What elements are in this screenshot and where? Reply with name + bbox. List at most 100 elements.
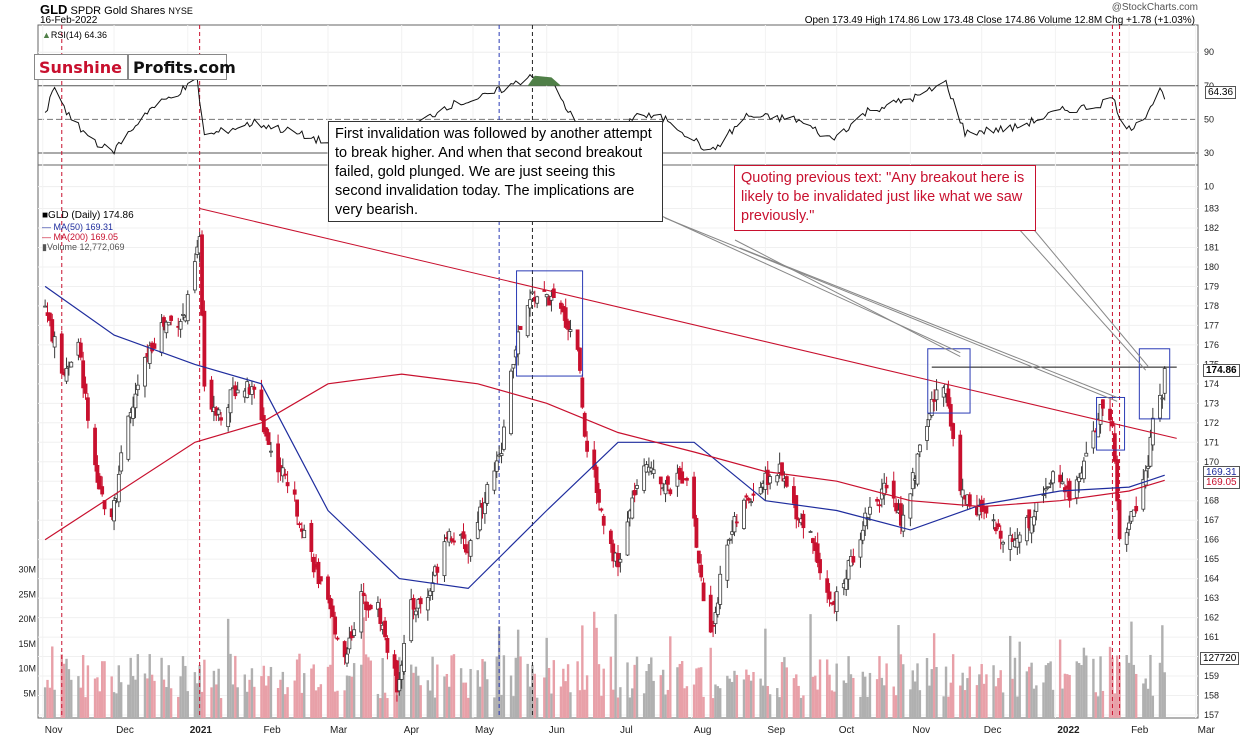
volume-bar: [552, 660, 556, 718]
candle-body: [259, 389, 264, 421]
security-name: SPDR Gold Shares: [70, 5, 166, 17]
candle-body: [725, 544, 730, 581]
candle-body: [708, 594, 713, 633]
volume-tick-label: 20M: [18, 614, 36, 624]
candle-body: [998, 530, 1003, 539]
candle-body: [43, 305, 48, 308]
candle-body: [112, 500, 116, 522]
volume-bar: [352, 663, 356, 718]
volume-bar: [148, 654, 151, 718]
volume-bar: [146, 678, 149, 718]
candle-body: [414, 610, 418, 616]
volume-bar: [448, 686, 451, 718]
volume-bar: [616, 697, 620, 718]
candle-body: [925, 426, 929, 441]
candle-body: [135, 384, 140, 391]
volume-bar: [312, 664, 315, 718]
volume-bar: [112, 692, 116, 718]
volume-bar: [219, 698, 223, 718]
volume-bar: [1077, 662, 1081, 718]
volume-bar: [360, 664, 363, 718]
volume-bar: [1158, 662, 1162, 718]
candle-body: [86, 397, 90, 421]
candle-body: [858, 539, 863, 558]
candle-body: [758, 487, 763, 495]
volume-bar: [528, 686, 532, 718]
candle-body: [333, 616, 338, 635]
volume-bar: [383, 692, 387, 718]
candle-body: [159, 322, 164, 353]
candle-body: [482, 502, 487, 515]
volume-bar: [602, 668, 605, 718]
volume-bar: [735, 674, 739, 718]
x-tick-label: Oct: [839, 725, 855, 736]
volume-bar: [250, 668, 254, 718]
volume-bar: [1047, 663, 1050, 718]
candle-body: [276, 443, 280, 473]
candle-body: [100, 486, 105, 495]
volume-bar: [336, 690, 339, 718]
volume-bar: [550, 693, 553, 718]
candle-body: [492, 470, 497, 491]
candle-body: [428, 590, 433, 596]
candle-body: [811, 538, 815, 544]
highlight-box: [1096, 396, 1126, 451]
candle-body: [335, 637, 340, 640]
candle-body: [692, 476, 696, 519]
volume-bar: [543, 677, 546, 718]
candle-body: [808, 531, 813, 533]
candle-body: [378, 607, 383, 624]
candle-body: [575, 329, 580, 350]
volume-bar: [909, 689, 912, 718]
candle-body: [868, 506, 872, 515]
volume-bar: [429, 690, 432, 718]
volume-bar: [119, 682, 123, 718]
candle-body: [860, 529, 865, 541]
candle-body: [1143, 470, 1148, 486]
candle-body: [397, 679, 402, 692]
candle-body: [680, 471, 685, 484]
volume-bar: [1080, 665, 1083, 718]
volume-bar: [975, 685, 979, 718]
volume-bar: [780, 662, 784, 718]
candle-body: [95, 464, 100, 483]
volume-bar: [433, 697, 437, 718]
candle-body: [359, 591, 364, 633]
candle-body: [784, 476, 789, 487]
volume-bar: [234, 655, 237, 718]
rsi-last-tag: 64.36: [1205, 86, 1237, 99]
candle-body: [283, 473, 288, 476]
volume-bar: [581, 625, 584, 718]
volume-bar: [84, 697, 87, 718]
volume-bar: [379, 698, 382, 718]
volume-bar: [179, 676, 182, 718]
volume-bar: [980, 664, 983, 718]
volume-bar: [1044, 665, 1048, 718]
volume-bar: [98, 691, 102, 718]
volume-bar: [1058, 639, 1062, 718]
volume-bar: [947, 696, 950, 718]
candle-body: [1041, 494, 1046, 496]
candle-body: [846, 560, 851, 580]
candle-body: [568, 329, 573, 332]
volume-bar: [96, 677, 99, 718]
volume-bar: [562, 668, 565, 718]
volume-bar: [1049, 661, 1052, 718]
candle-body: [166, 321, 171, 326]
candle-body: [509, 370, 513, 435]
candle-body: [47, 312, 52, 321]
x-tick-label: Dec: [116, 725, 134, 736]
volume-bar: [67, 669, 71, 718]
highlight-box: [1138, 348, 1171, 420]
candle-body: [1001, 541, 1005, 545]
volume-bar: [835, 663, 838, 718]
volume-bar: [333, 691, 337, 718]
volume-bar: [652, 680, 655, 718]
volume-bar: [93, 678, 97, 718]
volume-bar: [685, 686, 689, 718]
volume-bar: [210, 687, 213, 718]
candle-body: [715, 602, 720, 615]
candle-body: [376, 602, 380, 610]
candle-body: [851, 556, 856, 563]
candle-body: [734, 521, 739, 524]
